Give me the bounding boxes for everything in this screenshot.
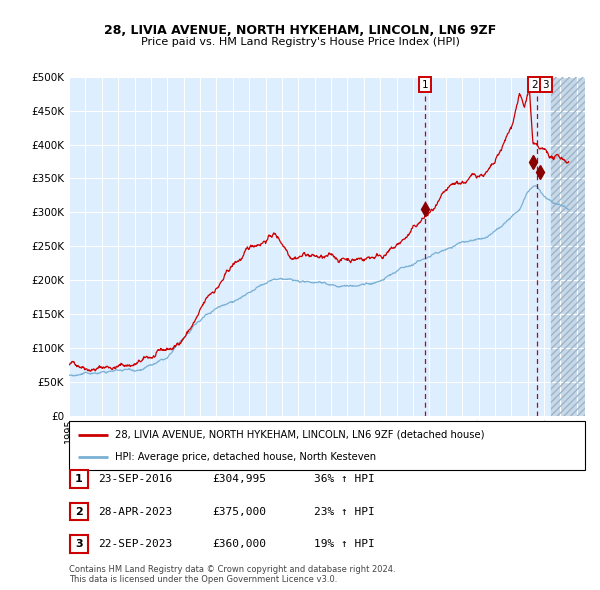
- Text: 2: 2: [75, 507, 83, 516]
- Text: 23-SEP-2016: 23-SEP-2016: [98, 474, 172, 484]
- Text: Price paid vs. HM Land Registry's House Price Index (HPI): Price paid vs. HM Land Registry's House …: [140, 37, 460, 47]
- Text: 2: 2: [531, 80, 538, 90]
- Text: 23% ↑ HPI: 23% ↑ HPI: [314, 507, 374, 516]
- Text: 1: 1: [75, 474, 83, 484]
- Text: 22-SEP-2023: 22-SEP-2023: [98, 539, 172, 549]
- FancyBboxPatch shape: [69, 421, 585, 470]
- Text: 3: 3: [75, 539, 83, 549]
- Text: 36% ↑ HPI: 36% ↑ HPI: [314, 474, 374, 484]
- FancyBboxPatch shape: [70, 503, 88, 520]
- Text: £360,000: £360,000: [212, 539, 266, 549]
- Text: £304,995: £304,995: [212, 474, 266, 484]
- Text: 28, LIVIA AVENUE, NORTH HYKEHAM, LINCOLN, LN6 9ZF (detached house): 28, LIVIA AVENUE, NORTH HYKEHAM, LINCOLN…: [115, 430, 485, 440]
- Text: £375,000: £375,000: [212, 507, 266, 516]
- Text: 28-APR-2023: 28-APR-2023: [98, 507, 172, 516]
- Text: 1: 1: [422, 80, 428, 90]
- FancyBboxPatch shape: [70, 535, 88, 553]
- Text: HPI: Average price, detached house, North Kesteven: HPI: Average price, detached house, Nort…: [115, 453, 377, 463]
- Text: 19% ↑ HPI: 19% ↑ HPI: [314, 539, 374, 549]
- Text: Contains HM Land Registry data © Crown copyright and database right 2024.
This d: Contains HM Land Registry data © Crown c…: [69, 565, 395, 584]
- FancyBboxPatch shape: [70, 470, 88, 488]
- Bar: [551, 77, 585, 416]
- Bar: [551, 77, 585, 416]
- Text: 3: 3: [542, 80, 549, 90]
- Text: 28, LIVIA AVENUE, NORTH HYKEHAM, LINCOLN, LN6 9ZF: 28, LIVIA AVENUE, NORTH HYKEHAM, LINCOLN…: [104, 24, 496, 37]
